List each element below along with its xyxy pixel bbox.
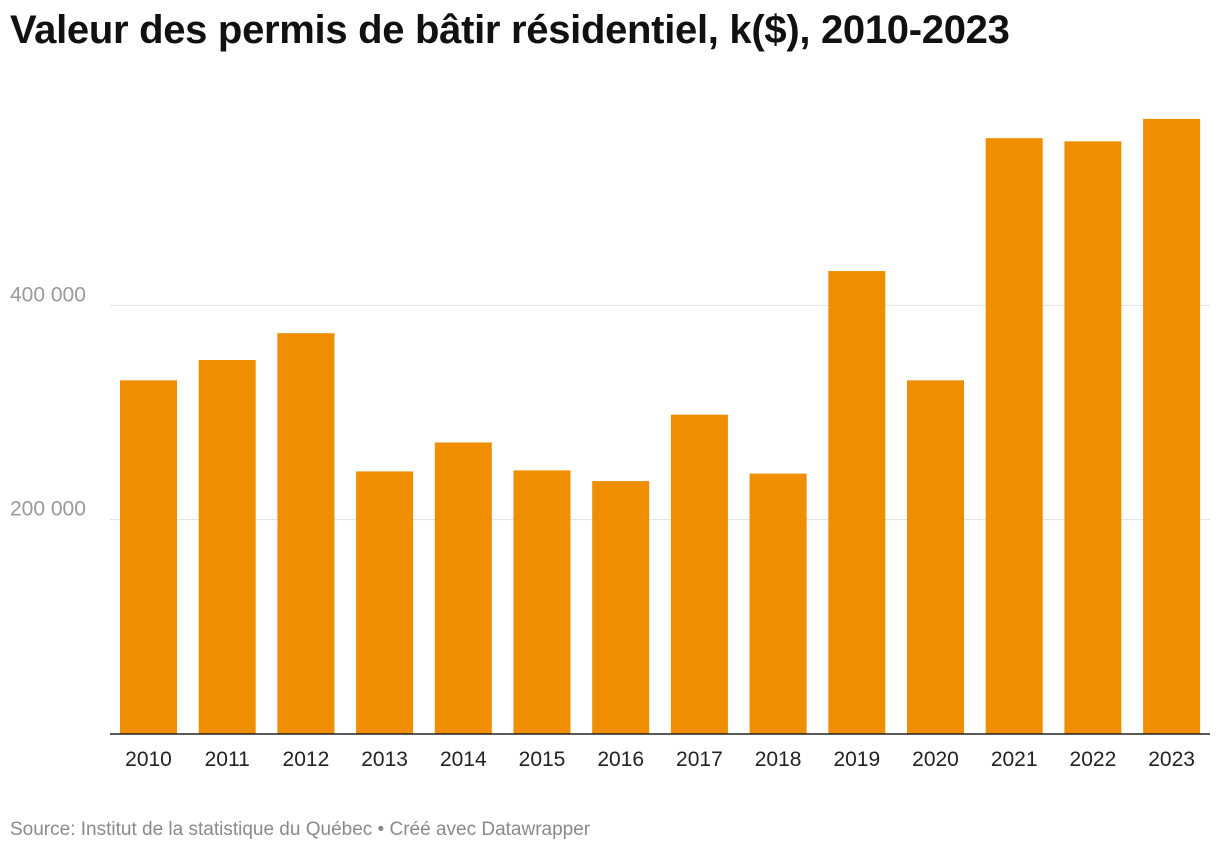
bar-2019 [828, 271, 886, 734]
tick-labels: 200 000 400 000 2010 2011 2012 2013 2014 2015 20… [10, 283, 1195, 771]
x-tick-label: 2012 [283, 748, 330, 771]
bars [120, 118, 1201, 735]
bar-2022 [1064, 141, 1122, 734]
bar-2012 [277, 333, 335, 734]
bar-2023 [1143, 118, 1201, 734]
bar-2010 [120, 380, 177, 734]
bar-2013 [356, 471, 414, 734]
y-tick-label: 200 000 [10, 498, 86, 521]
x-tick-label: 2011 [205, 748, 250, 771]
bar-2016 [592, 481, 650, 734]
bar-2014 [434, 442, 492, 734]
x-tick-label: 2021 [991, 748, 1038, 771]
bar-2015 [513, 470, 571, 734]
bar-2020 [907, 380, 964, 734]
x-tick-label: 2013 [361, 748, 408, 771]
x-tick-label: 2015 [519, 748, 566, 771]
x-tick-label: 2014 [440, 748, 487, 771]
x-tick-label: 2010 [125, 748, 172, 771]
chart-title: Valeur des permis de bâtir résidentiel, … [10, 8, 1010, 52]
bar-2021 [985, 138, 1043, 735]
x-tick-label: 2016 [597, 748, 644, 771]
x-tick-label: 2018 [755, 748, 802, 771]
x-tick-label: 2022 [1070, 748, 1117, 771]
y-tick-label: 400 000 [10, 283, 86, 306]
source-footer: Source: Institut de la statistique du Qu… [10, 819, 591, 840]
x-tick-label: 2020 [912, 748, 959, 771]
bar-2017 [670, 414, 728, 734]
bar-2018 [749, 473, 807, 734]
x-tick-label: 2019 [833, 748, 880, 771]
x-tick-label: 2017 [676, 748, 723, 771]
bar-chart: 200 000 400 000 2010 2011 2012 2013 2014 2015 20… [10, 118, 1210, 771]
x-tick-label: 2023 [1148, 748, 1195, 771]
gridlines [110, 304, 1210, 521]
bar-2011 [198, 359, 256, 734]
